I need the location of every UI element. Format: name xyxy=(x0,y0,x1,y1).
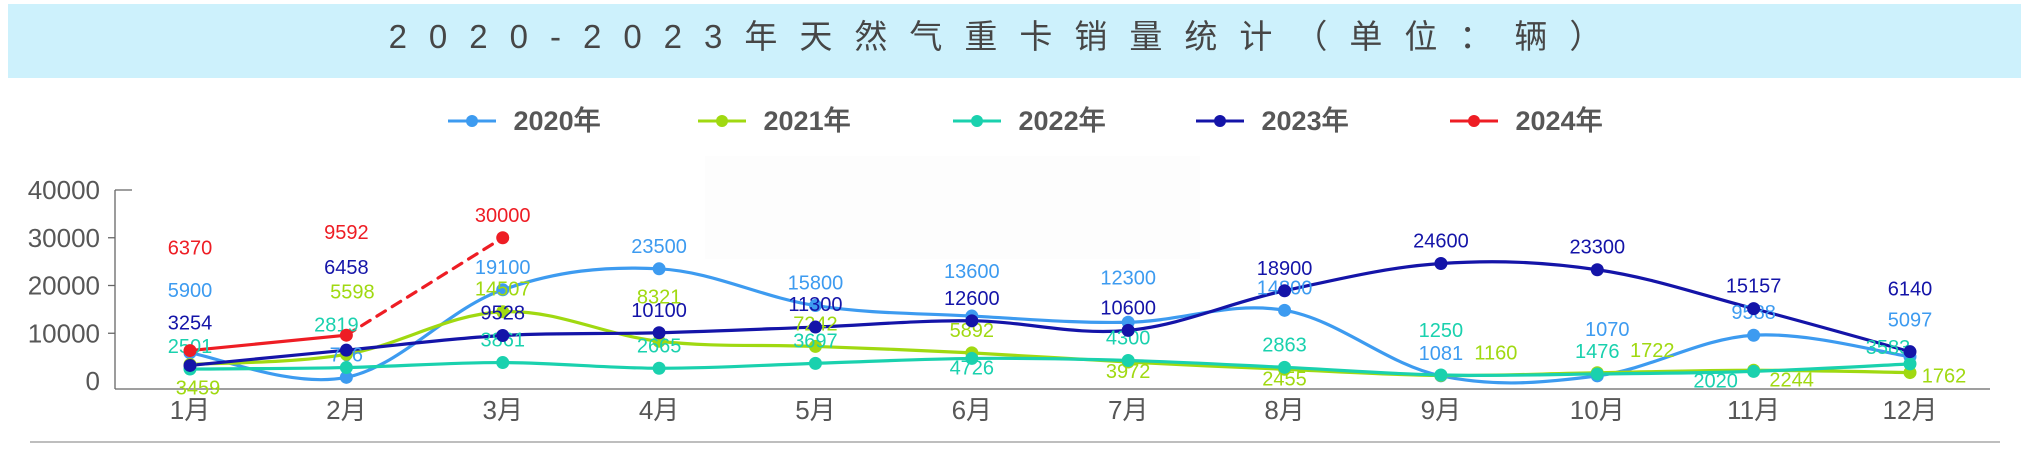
svg-text:1081: 1081 xyxy=(1419,343,1464,365)
svg-text:12600: 12600 xyxy=(944,288,1000,310)
svg-text:20000: 20000 xyxy=(28,271,100,301)
svg-text:1160: 1160 xyxy=(1474,342,1517,364)
svg-text:30000: 30000 xyxy=(28,223,100,253)
svg-text:1月: 1月 xyxy=(170,395,210,425)
svg-text:23300: 23300 xyxy=(1569,237,1625,259)
svg-text:5900: 5900 xyxy=(168,280,213,302)
svg-text:19100: 19100 xyxy=(475,257,531,279)
svg-text:6月: 6月 xyxy=(952,395,992,425)
svg-text:9592: 9592 xyxy=(324,222,369,244)
svg-text:10月: 10月 xyxy=(1570,395,1625,425)
svg-text:2月: 2月 xyxy=(326,395,366,425)
svg-text:10600: 10600 xyxy=(1100,297,1156,319)
svg-text:23500: 23500 xyxy=(631,236,687,258)
svg-text:5097: 5097 xyxy=(1888,310,1933,332)
svg-text:2020: 2020 xyxy=(1693,370,1738,392)
svg-text:8月: 8月 xyxy=(1264,395,1304,425)
svg-text:6140: 6140 xyxy=(1888,279,1933,301)
svg-text:12月: 12月 xyxy=(1883,395,1938,425)
svg-text:15800: 15800 xyxy=(788,273,844,295)
svg-text:24600: 24600 xyxy=(1413,231,1469,253)
svg-text:3月: 3月 xyxy=(482,395,522,425)
svg-text:3697: 3697 xyxy=(793,330,838,352)
svg-text:4726: 4726 xyxy=(950,357,995,379)
svg-text:18900: 18900 xyxy=(1257,258,1313,280)
svg-text:1070: 1070 xyxy=(1585,319,1630,341)
svg-text:11300: 11300 xyxy=(788,294,842,316)
svg-text:6458: 6458 xyxy=(324,257,369,279)
svg-text:13600: 13600 xyxy=(944,261,1000,283)
svg-text:15157: 15157 xyxy=(1726,276,1782,298)
svg-text:6370: 6370 xyxy=(168,238,213,260)
svg-text:10100: 10100 xyxy=(631,300,687,322)
svg-text:1722: 1722 xyxy=(1630,340,1675,362)
svg-text:7月: 7月 xyxy=(1108,395,1148,425)
svg-text:3583: 3583 xyxy=(1866,337,1911,359)
svg-text:1476: 1476 xyxy=(1575,341,1620,363)
svg-text:1762: 1762 xyxy=(1922,366,1967,388)
svg-text:12300: 12300 xyxy=(1100,267,1156,289)
svg-text:30000: 30000 xyxy=(475,205,531,227)
svg-text:1250: 1250 xyxy=(1419,320,1464,342)
svg-text:11月: 11月 xyxy=(1727,395,1780,425)
svg-text:2863: 2863 xyxy=(1262,334,1307,356)
svg-text:3254: 3254 xyxy=(168,312,213,334)
svg-text:0: 0 xyxy=(86,366,100,396)
svg-text:4月: 4月 xyxy=(639,395,679,425)
svg-text:14507: 14507 xyxy=(475,279,531,301)
svg-text:2244: 2244 xyxy=(1769,369,1814,391)
svg-text:9月: 9月 xyxy=(1421,395,1461,425)
svg-text:10000: 10000 xyxy=(28,318,100,348)
svg-text:40000: 40000 xyxy=(28,175,100,205)
svg-text:5月: 5月 xyxy=(795,395,835,425)
svg-text:5598: 5598 xyxy=(330,281,375,303)
svg-text:9528: 9528 xyxy=(480,303,525,325)
